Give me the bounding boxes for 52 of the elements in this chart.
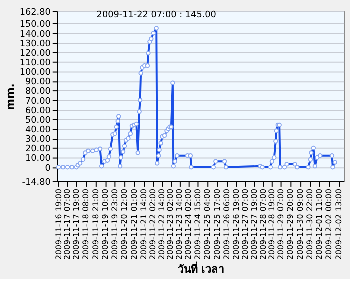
x-tick-label: 2009-11-26 06:00 [222, 188, 232, 260]
x-tick-label: 2009-11-23 02:00 [166, 188, 176, 260]
x-tick-label: 2009-11-18 08:00 [82, 188, 91, 260]
x-tick-label: 2009-12-02 13:00 [334, 188, 344, 260]
y-tick-label: 130.00 [20, 39, 52, 50]
x-tick-label: 2009-11-25 17:00 [212, 188, 222, 260]
x-tick-label: 2009-11-17 19:00 [72, 188, 82, 260]
x-axis-title: วันที่ เวลา [178, 261, 225, 276]
y-tick-label: 10.00 [25, 154, 52, 164]
x-tick-label: 2009-11-21 14:00 [140, 188, 148, 260]
y-tick-label: 90.00 [25, 78, 52, 88]
x-tick-label: 2009-11-21 01:00 [130, 188, 139, 260]
y-tick-label: 100.00 [20, 68, 52, 78]
x-tick-label: 2009-11-29 20:00 [286, 188, 296, 260]
x-tick-label: 2009-11-25 04:00 [203, 188, 212, 260]
y-tick-label: 80.00 [25, 87, 52, 98]
x-tick-label: 2009-11-22 02:00 [148, 188, 158, 260]
y-tick-label: 140.00 [20, 30, 52, 40]
x-tick-label: 2009-11-26 19:00 [232, 188, 242, 260]
y-tick-label: 40.00 [25, 126, 52, 136]
y-tick-label: 162.80 [20, 8, 52, 18]
x-tick-label: 2009-12-01 11:00 [315, 188, 324, 260]
y-tick-label: 0 [45, 164, 52, 174]
y-tick-label: 50.00 [25, 116, 52, 126]
y-tick-label: 110.00 [20, 58, 52, 68]
x-tick-label: 2009-11-19 10:00 [100, 188, 110, 260]
x-tick-label: 2009-11-30 22:00 [305, 188, 314, 260]
x-tick-label: 2009-11-28 19:00 [268, 188, 277, 260]
x-tick-label: 2009-11-24 02:00 [184, 188, 193, 260]
y-tick-label: 70.00 [25, 96, 52, 107]
y-tick-label: 60.00 [25, 106, 52, 116]
x-tick-label: 2009-12-02 00:00 [324, 188, 334, 260]
x-tick-label: 2009-11-29 07:00 [276, 188, 286, 260]
y-tick-label: -14.80 [22, 178, 52, 188]
x-tick-label: 2009-11-24 15:00 [194, 188, 203, 260]
x-tick-label: 2009-11-17 07:00 [63, 188, 72, 260]
x-tick-label: 2009-11-28 07:00 [258, 188, 268, 260]
x-tick-label: 2009-11-18 21:00 [91, 188, 100, 260]
x-tick-label: 2009-11-20 12:00 [120, 188, 130, 260]
x-tick-label: 2009-11-22 14:00 [157, 188, 166, 260]
x-tick-label: 2009-11-27 07:00 [241, 188, 250, 260]
annotation: 2009-11-22 07:00 : 145.00 [96, 10, 217, 21]
x-tick-label: 2009-11-23 14:00 [175, 188, 184, 260]
x-tick-label: 2009-11-16 19:00 [54, 188, 64, 260]
x-tick-label: 2009-11-27 19:00 [250, 188, 259, 260]
x-tick-label: 2009-11-30 09:00 [296, 188, 305, 260]
y-tick-label: 20.00 [25, 144, 52, 155]
y-tick-label: 120.00 [20, 48, 52, 59]
y-axis-title: mm. [4, 84, 17, 110]
x-tick-label: 2009-11-19 23:00 [110, 188, 120, 260]
y-tick-label: 150.00 [20, 20, 52, 30]
y-tick-label: 30.00 [25, 135, 52, 146]
